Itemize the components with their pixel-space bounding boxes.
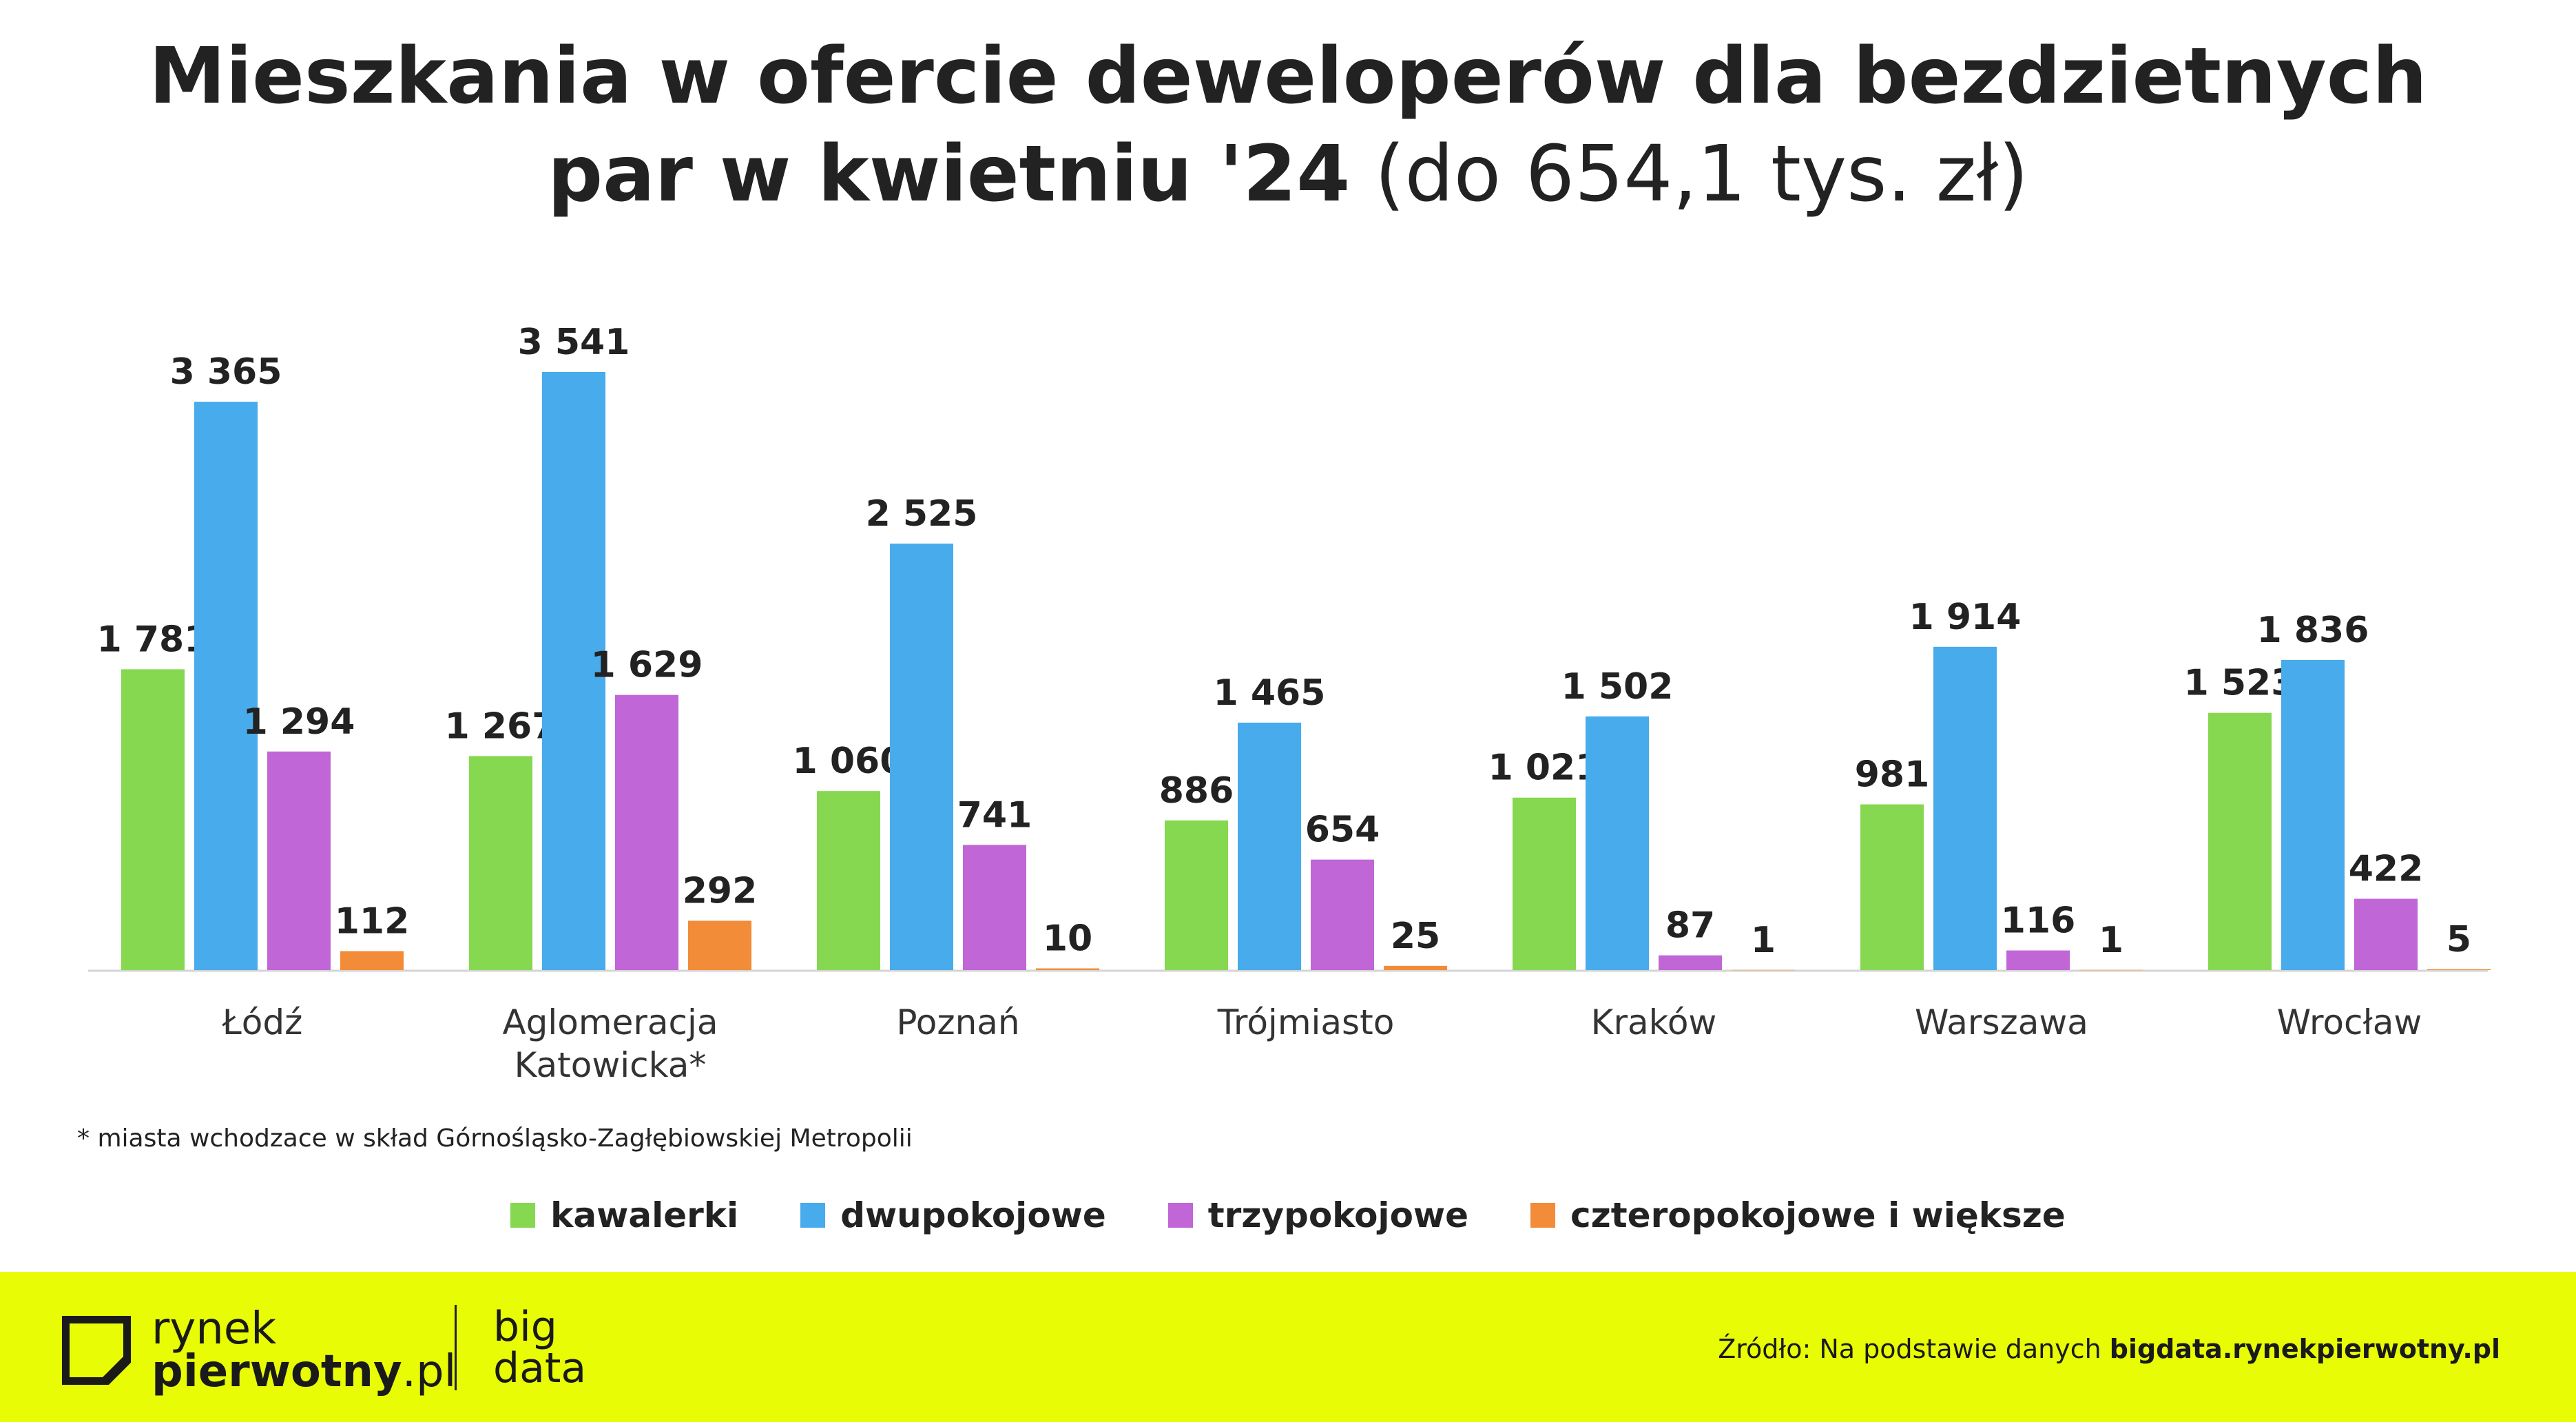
- legend-swatch: [1167, 1203, 1193, 1228]
- category-label: Wrocław: [2277, 1002, 2422, 1042]
- bar[interactable]: [1586, 716, 1649, 970]
- legend-swatch: [800, 1203, 826, 1228]
- rynekpierwotny-logo[interactable]: rynek pierwotny.pl: [62, 1304, 456, 1394]
- bar-value-label: 1 021: [1488, 748, 1601, 789]
- logo-square-icon: [62, 1316, 131, 1385]
- bar[interactable]: [1513, 797, 1576, 970]
- bar-value-label: 1: [2099, 920, 2123, 961]
- bar[interactable]: [817, 791, 880, 970]
- category-label: Trójmiasto: [1217, 1002, 1395, 1042]
- bar[interactable]: [615, 694, 678, 970]
- bar[interactable]: [1860, 804, 1924, 970]
- logo-line-2-suffix: .pl: [402, 1346, 457, 1397]
- logo-text: rynek pierwotny.pl: [152, 1304, 456, 1394]
- bar-value-label: 886: [1159, 770, 1234, 812]
- logo-line-1: rynek: [152, 1304, 277, 1354]
- bar[interactable]: [963, 845, 1026, 970]
- bar[interactable]: [2079, 969, 2143, 971]
- bar-value-label: 1 502: [1561, 666, 1674, 708]
- bar-value-label: 1 781: [97, 619, 209, 660]
- category-label: Aglomeracja: [502, 1002, 718, 1042]
- bar-value-label: 1 629: [591, 645, 703, 686]
- legend-label: czteropokojowe i większe: [1570, 1195, 2066, 1235]
- bar-value-label: 654: [1305, 810, 1380, 851]
- bar[interactable]: [2208, 712, 2272, 970]
- title-line-1: Mieszkania w ofercie deweloperów dla bez…: [149, 32, 2427, 121]
- bar[interactable]: [2006, 950, 2070, 970]
- bar[interactable]: [2354, 898, 2418, 970]
- source-prefix: Źródło: Na podstawie danych: [1718, 1334, 2110, 1364]
- bar[interactable]: [542, 372, 605, 970]
- bar[interactable]: [1036, 968, 1099, 970]
- bar-chart: 1 781 3 365 1 294 112 Łódź 1 267 3 541 1 629 292…: [88, 322, 2491, 1085]
- title-line-2: par w kwietniu '24 (do 654,1 tys. zł): [0, 125, 2576, 223]
- bar[interactable]: [267, 751, 331, 970]
- bigdata-logo: big data: [493, 1306, 586, 1389]
- bar-value-label: 116: [2001, 900, 2076, 942]
- category-label: Poznań: [896, 1002, 1019, 1042]
- legend-item[interactable]: czteropokojowe i większe: [1530, 1195, 2066, 1235]
- bar[interactable]: [340, 951, 404, 970]
- bar[interactable]: [194, 402, 258, 970]
- legend-item[interactable]: kawalerki: [510, 1195, 738, 1235]
- bar[interactable]: [688, 920, 751, 970]
- bar-value-label: 1 267: [445, 705, 557, 747]
- bar-value-label: 2 525: [866, 493, 978, 535]
- bar[interactable]: [2427, 969, 2491, 970]
- bar-value-label: 422: [2349, 849, 2424, 890]
- bar[interactable]: [890, 544, 953, 970]
- bar-value-label: 112: [335, 901, 410, 942]
- logo-line-2-bold: pierwotny: [152, 1346, 402, 1397]
- bar-value-label: 1: [1751, 920, 1776, 961]
- footnote: * miasta wchodzace w skład Górnośląsko-Z…: [77, 1124, 913, 1153]
- title-line-2-light: (do 654,1 tys. zł): [1374, 130, 2029, 219]
- bar-value-label: 5: [2447, 919, 2471, 960]
- bar-value-label: 1 914: [1909, 597, 2022, 638]
- bar-value-label: 1 836: [2257, 610, 2369, 651]
- bar[interactable]: [1659, 955, 1722, 970]
- legend-label: kawalerki: [550, 1195, 739, 1235]
- legend-label: dwupokojowe: [840, 1195, 1106, 1235]
- legend-item[interactable]: trzypokojowe: [1167, 1195, 1469, 1235]
- bigdata-line-2: data: [493, 1344, 587, 1392]
- bar[interactable]: [2281, 659, 2345, 970]
- bar[interactable]: [1238, 722, 1301, 970]
- bar-value-label: 741: [957, 794, 1032, 836]
- category-label: Łódź: [222, 1002, 303, 1042]
- bar[interactable]: [121, 669, 185, 970]
- bar-value-label: 1 060: [793, 741, 905, 782]
- source-text: Źródło: Na podstawie danych bigdata.ryne…: [1718, 1334, 2500, 1364]
- title-line-2-bold: par w kwietniu '24: [547, 130, 1351, 219]
- bar[interactable]: [1165, 820, 1228, 970]
- bar-value-label: 25: [1391, 916, 1440, 957]
- bar-value-label: 1 465: [1214, 672, 1326, 714]
- bar[interactable]: [1732, 969, 1795, 971]
- chart-legend: kawalerki dwupokojowe trzypokojowe czteropo…: [0, 1195, 2576, 1235]
- legend-swatch: [1530, 1203, 1556, 1228]
- category-label: Katowicka*: [515, 1045, 707, 1085]
- bar-value-label: 981: [1855, 754, 1930, 796]
- source-link[interactable]: bigdata.rynekpierwotny.pl: [2109, 1334, 2500, 1364]
- category-label: Warszawa: [1915, 1002, 2088, 1042]
- legend-item[interactable]: dwupokojowe: [800, 1195, 1106, 1235]
- bar-value-label: 1 294: [243, 701, 355, 743]
- footer-band: rynek pierwotny.pl big data Źródło: Na p…: [0, 1272, 2576, 1422]
- bar-value-label: 3 541: [518, 322, 630, 363]
- logo-line-2: pierwotny.pl: [152, 1350, 456, 1394]
- bar-value-label: 87: [1665, 905, 1715, 947]
- bigdata-line-1: big: [493, 1303, 557, 1351]
- bar-value-label: 1 523: [2184, 663, 2296, 704]
- bar-value-label: 3 365: [170, 351, 282, 393]
- bar-value-label: 10: [1043, 918, 1092, 960]
- bar-value-label: 292: [683, 870, 758, 911]
- bar[interactable]: [1384, 965, 1447, 970]
- bar[interactable]: [469, 756, 532, 970]
- chart-title: Mieszkania w ofercie deweloperów dla bez…: [0, 28, 2576, 223]
- legend-swatch: [510, 1203, 536, 1228]
- category-label: Kraków: [1591, 1002, 1717, 1042]
- bar[interactable]: [1933, 646, 1997, 970]
- logo-divider: [455, 1305, 457, 1390]
- legend-label: trzypokojowe: [1207, 1195, 1469, 1235]
- bar[interactable]: [1311, 859, 1374, 970]
